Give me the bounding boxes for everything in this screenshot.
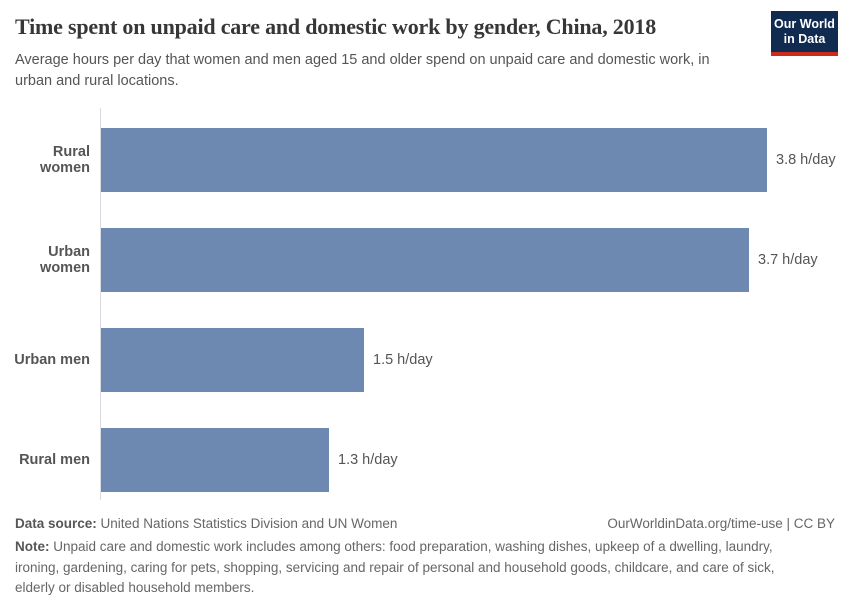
bar-row: Rural women 3.8 h/day [0, 119, 850, 219]
owid-logo: Our World in Data [771, 11, 838, 56]
footer-source-row: Data source: United Nations Statistics D… [15, 514, 835, 533]
value-label: 3.7 h/day [758, 252, 818, 268]
bar [101, 328, 364, 392]
bar-row: Rural men 1.3 h/day [0, 419, 850, 519]
value-label: 3.8 h/day [776, 152, 836, 168]
bar [101, 228, 749, 292]
chart-title: Time spent on unpaid care and domestic w… [15, 14, 656, 39]
category-label: Rural women [40, 144, 90, 176]
bar [101, 128, 767, 192]
chart-subtitle: Average hours per day that women and men… [15, 52, 710, 89]
data-source-text: United Nations Statistics Division and U… [96, 516, 398, 531]
attribution-text: OurWorldinData.org/time-use | CC BY [607, 516, 835, 531]
category-label: Rural men [19, 452, 90, 468]
bar-row: Urban men 1.5 h/day [0, 319, 850, 419]
bar [101, 428, 329, 492]
owid-logo-line2: in Data [783, 32, 826, 46]
value-label: 1.5 h/day [373, 352, 433, 368]
category-label: Urban women [40, 244, 90, 276]
bar-row: Urban women 3.7 h/day [0, 219, 850, 319]
footer-note: Note: Unpaid care and domestic work incl… [15, 537, 795, 599]
note-text: Unpaid care and domestic work includes a… [15, 539, 775, 595]
y-axis-line [100, 108, 101, 500]
note-label: Note: [15, 539, 50, 554]
data-source-line: Data source: United Nations Statistics D… [15, 514, 397, 533]
category-label: Urban men [14, 352, 90, 368]
owid-logo-line1: Our World [774, 17, 835, 31]
value-label: 1.3 h/day [338, 452, 398, 468]
chart-area: Rural women 3.8 h/day Urban women 3.7 h/day… [0, 108, 850, 500]
data-source-label: Data source: [15, 516, 97, 531]
